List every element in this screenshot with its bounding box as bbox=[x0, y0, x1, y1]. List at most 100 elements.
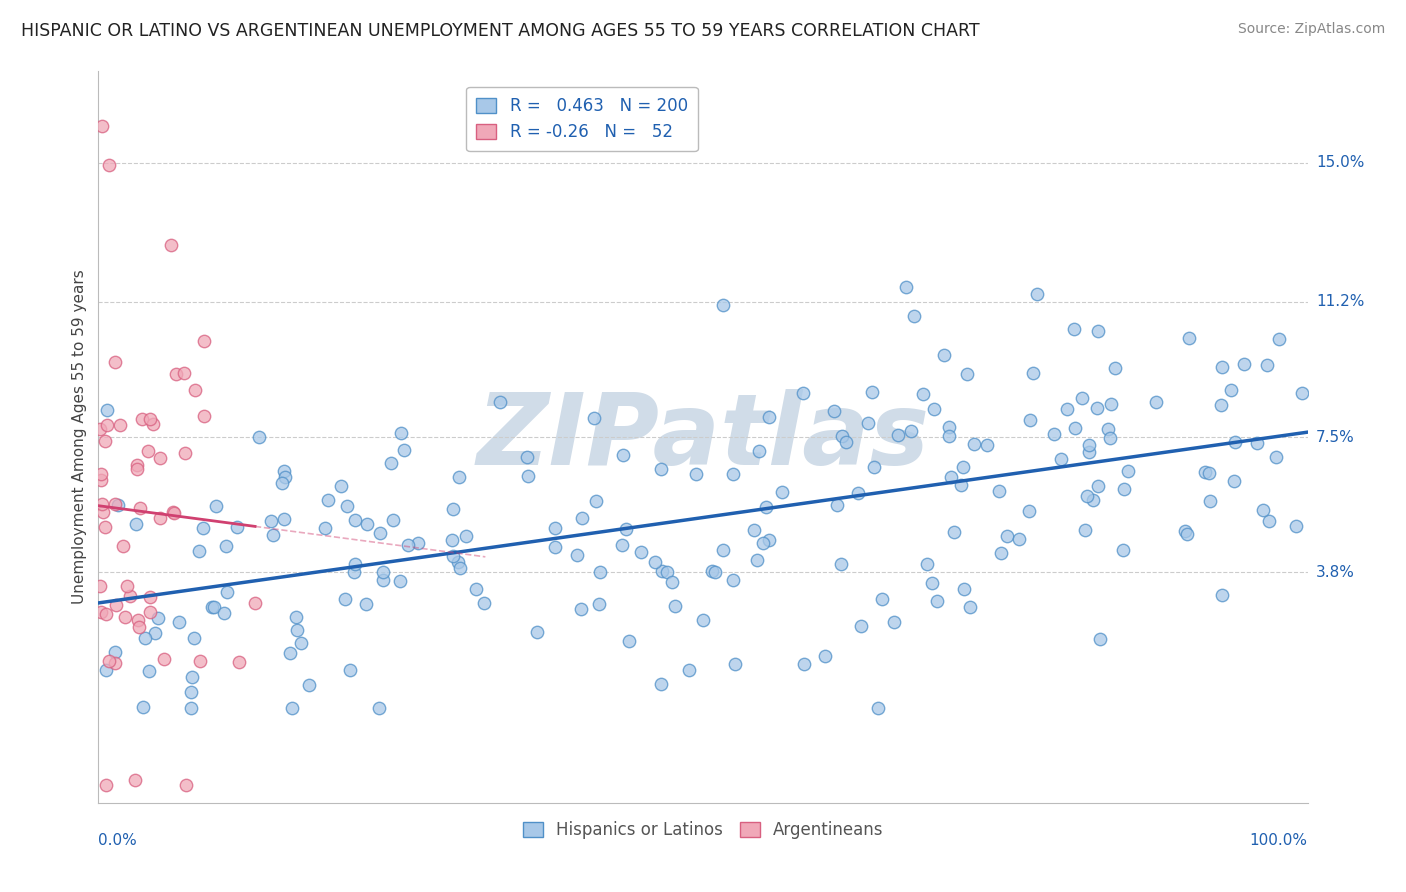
Text: 11.2%: 11.2% bbox=[1316, 294, 1364, 310]
Point bbox=[516, 450, 538, 464]
Text: ZIPatlas: ZIPatlas bbox=[477, 389, 929, 485]
Point bbox=[887, 427, 910, 442]
Point bbox=[96, 417, 118, 432]
Point bbox=[1251, 503, 1274, 517]
Point bbox=[883, 615, 905, 630]
Point bbox=[571, 602, 593, 616]
Point bbox=[758, 533, 780, 547]
Point bbox=[1018, 504, 1040, 518]
Point bbox=[589, 565, 612, 579]
Point bbox=[1104, 360, 1126, 375]
Point bbox=[938, 429, 960, 443]
Point bbox=[447, 555, 470, 569]
Point bbox=[173, 366, 195, 380]
Point bbox=[1098, 431, 1121, 445]
Point bbox=[202, 600, 225, 615]
Point bbox=[440, 533, 463, 547]
Point bbox=[678, 663, 700, 677]
Point bbox=[1112, 542, 1135, 557]
Point bbox=[644, 555, 666, 569]
Point bbox=[1076, 489, 1098, 503]
Point bbox=[661, 574, 683, 589]
Point bbox=[831, 429, 853, 443]
Point bbox=[165, 368, 187, 382]
Point bbox=[193, 409, 215, 424]
Point bbox=[389, 426, 412, 441]
Text: 15.0%: 15.0% bbox=[1316, 155, 1364, 170]
Point bbox=[441, 501, 464, 516]
Point bbox=[107, 498, 129, 512]
Point bbox=[1087, 479, 1109, 493]
Point bbox=[108, 418, 131, 433]
Text: 100.0%: 100.0% bbox=[1250, 833, 1308, 848]
Point bbox=[90, 605, 112, 619]
Point bbox=[343, 513, 366, 527]
Point bbox=[1265, 450, 1288, 464]
Point bbox=[472, 596, 495, 610]
Text: 0.0%: 0.0% bbox=[98, 833, 138, 848]
Point bbox=[617, 634, 640, 648]
Point bbox=[90, 473, 112, 487]
Point bbox=[371, 565, 394, 579]
Point bbox=[770, 484, 793, 499]
Point bbox=[793, 657, 815, 671]
Point bbox=[330, 479, 353, 493]
Point bbox=[104, 599, 127, 613]
Point bbox=[120, 589, 142, 603]
Point bbox=[449, 470, 471, 484]
Point bbox=[565, 548, 588, 562]
Text: Source: ZipAtlas.com: Source: ZipAtlas.com bbox=[1237, 22, 1385, 37]
Point bbox=[183, 631, 205, 645]
Point bbox=[1070, 391, 1092, 405]
Point bbox=[131, 700, 153, 714]
Point bbox=[181, 670, 204, 684]
Point bbox=[396, 537, 419, 551]
Point bbox=[870, 592, 893, 607]
Point bbox=[1097, 422, 1119, 436]
Point bbox=[339, 663, 361, 677]
Point bbox=[94, 520, 117, 534]
Point bbox=[1064, 421, 1087, 435]
Point bbox=[856, 416, 879, 430]
Point bbox=[139, 412, 162, 426]
Point bbox=[298, 677, 321, 691]
Point bbox=[343, 565, 366, 579]
Point bbox=[176, 778, 198, 792]
Point bbox=[131, 411, 153, 425]
Point bbox=[1223, 475, 1246, 489]
Point bbox=[544, 521, 567, 535]
Point bbox=[1085, 401, 1108, 416]
Point bbox=[1175, 527, 1198, 541]
Point bbox=[1007, 532, 1029, 546]
Point bbox=[188, 544, 211, 558]
Point bbox=[201, 599, 224, 614]
Point bbox=[173, 446, 195, 460]
Point bbox=[1116, 464, 1139, 478]
Point bbox=[1209, 398, 1232, 412]
Point bbox=[1291, 385, 1313, 400]
Point bbox=[724, 657, 747, 671]
Point bbox=[343, 557, 366, 571]
Point bbox=[1194, 465, 1216, 479]
Point bbox=[938, 420, 960, 434]
Point bbox=[692, 613, 714, 627]
Point bbox=[612, 448, 634, 462]
Point bbox=[651, 564, 673, 578]
Point bbox=[273, 464, 295, 478]
Point bbox=[142, 417, 165, 432]
Point bbox=[90, 467, 112, 482]
Point bbox=[143, 626, 166, 640]
Point bbox=[748, 444, 770, 458]
Point bbox=[96, 663, 118, 677]
Point bbox=[125, 462, 148, 476]
Point bbox=[284, 610, 307, 624]
Point bbox=[406, 536, 429, 550]
Point bbox=[188, 654, 211, 668]
Point bbox=[1063, 321, 1085, 335]
Point bbox=[336, 500, 359, 514]
Point bbox=[180, 685, 202, 699]
Point bbox=[285, 623, 308, 637]
Point bbox=[650, 462, 672, 476]
Text: 7.5%: 7.5% bbox=[1316, 430, 1354, 444]
Point bbox=[193, 334, 215, 348]
